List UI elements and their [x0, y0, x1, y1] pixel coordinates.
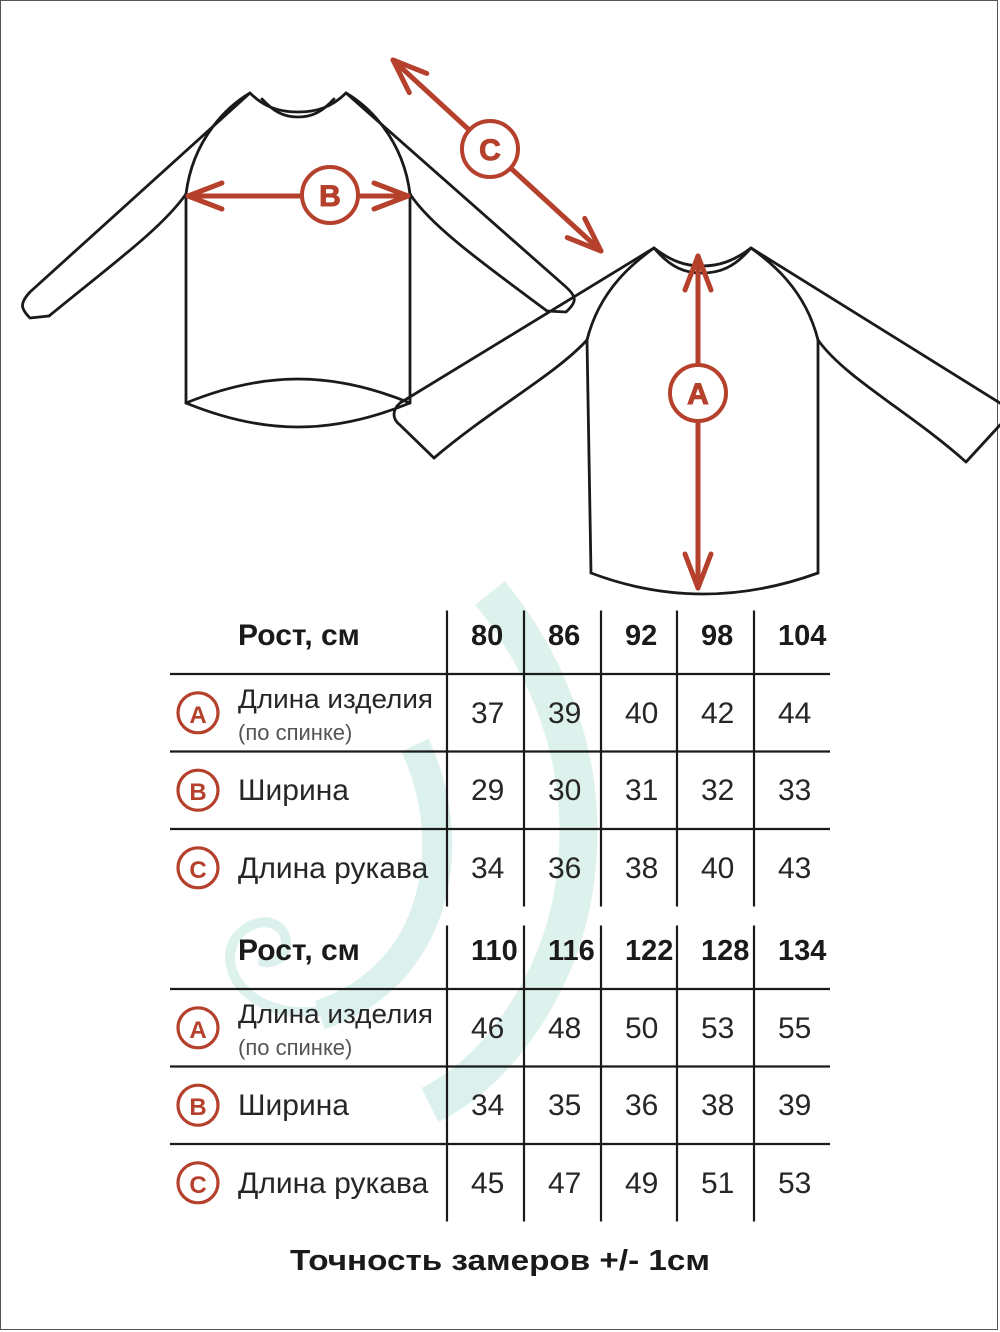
- svg-text:31: 31: [625, 774, 658, 807]
- svg-text:C: C: [189, 1172, 206, 1199]
- svg-text:128: 128: [701, 935, 749, 967]
- svg-text:B: B: [189, 779, 206, 806]
- svg-text:39: 39: [548, 697, 581, 730]
- svg-text:34: 34: [471, 852, 504, 885]
- svg-text:45: 45: [471, 1167, 504, 1200]
- svg-text:30: 30: [548, 774, 581, 807]
- svg-text:92: 92: [625, 620, 657, 652]
- svg-text:44: 44: [778, 697, 811, 730]
- svg-text:86: 86: [548, 620, 580, 652]
- svg-text:33: 33: [778, 774, 811, 807]
- svg-text:37: 37: [471, 697, 504, 730]
- svg-text:49: 49: [625, 1167, 658, 1200]
- svg-text:(по спинке): (по спинке): [238, 720, 352, 745]
- svg-text:38: 38: [625, 852, 658, 885]
- svg-text:38: 38: [701, 1089, 734, 1122]
- svg-text:A: A: [687, 378, 709, 411]
- svg-text:A: A: [189, 702, 206, 729]
- svg-text:(по спинке): (по спинке): [238, 1035, 352, 1060]
- svg-text:98: 98: [701, 620, 733, 652]
- svg-text:46: 46: [471, 1012, 504, 1045]
- svg-text:39: 39: [778, 1089, 811, 1122]
- svg-text:Длина рукава: Длина рукава: [238, 852, 429, 885]
- svg-text:80: 80: [471, 620, 503, 652]
- svg-text:116: 116: [548, 935, 595, 967]
- svg-text:36: 36: [548, 852, 581, 885]
- svg-text:C: C: [189, 857, 206, 884]
- svg-text:34: 34: [471, 1089, 504, 1122]
- svg-text:110: 110: [471, 935, 518, 967]
- svg-text:42: 42: [701, 697, 734, 730]
- svg-text:40: 40: [701, 852, 734, 885]
- svg-text:35: 35: [548, 1089, 581, 1122]
- svg-text:104: 104: [778, 620, 826, 652]
- svg-text:C: C: [479, 134, 501, 167]
- svg-text:53: 53: [701, 1012, 734, 1045]
- svg-text:Ширина: Ширина: [238, 1089, 349, 1122]
- svg-text:B: B: [189, 1094, 206, 1121]
- svg-text:134: 134: [778, 935, 826, 967]
- svg-text:55: 55: [778, 1012, 811, 1045]
- svg-text:Длина изделия: Длина изделия: [238, 684, 433, 714]
- svg-text:122: 122: [625, 935, 673, 967]
- svg-text:32: 32: [701, 774, 734, 807]
- svg-text:29: 29: [471, 774, 504, 807]
- svg-text:Рост, см: Рост, см: [238, 619, 360, 652]
- svg-text:A: A: [189, 1017, 206, 1044]
- svg-text:Длина изделия: Длина изделия: [238, 999, 433, 1029]
- svg-text:51: 51: [701, 1167, 734, 1200]
- svg-text:Длина рукава: Длина рукава: [238, 1167, 429, 1200]
- svg-text:50: 50: [625, 1012, 658, 1045]
- svg-text:B: B: [319, 180, 341, 213]
- svg-text:40: 40: [625, 697, 658, 730]
- svg-text:48: 48: [548, 1012, 581, 1045]
- svg-text:43: 43: [778, 852, 811, 885]
- svg-text:Рост, см: Рост, см: [238, 934, 360, 967]
- svg-text:47: 47: [548, 1167, 581, 1200]
- svg-text:Точность замеров +/- 1см: Точность замеров +/- 1см: [290, 1245, 710, 1277]
- svg-text:36: 36: [625, 1089, 658, 1122]
- svg-text:53: 53: [778, 1167, 811, 1200]
- svg-text:Ширина: Ширина: [238, 774, 349, 807]
